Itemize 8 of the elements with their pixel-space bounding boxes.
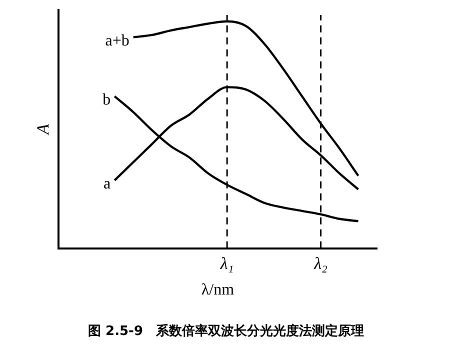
x-tick-label: λ₁ [219,254,234,274]
x-tick-label: λ₂ [313,254,328,274]
series-label: b [102,91,111,108]
x-axis-title: λ/nm [201,282,235,299]
caption: 图 2.5-9 系数倍率双波长分光光度法测定原理 [87,322,365,340]
y-axis-title: A [34,123,53,136]
series-label: a+b [105,32,130,50]
series-label: a [104,175,111,192]
